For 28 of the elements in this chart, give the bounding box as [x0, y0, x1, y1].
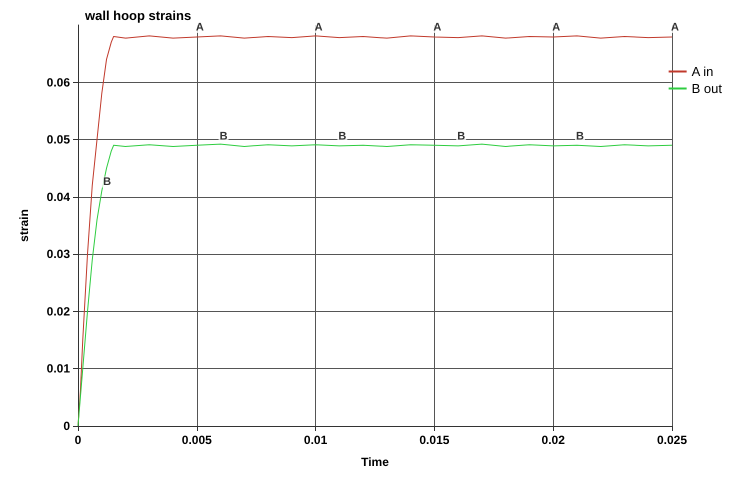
annotation: B	[338, 130, 346, 142]
annotation: A	[196, 21, 204, 34]
y-tick-label: 0.02	[46, 304, 70, 318]
legend-label: A in	[692, 64, 714, 79]
annotation: B	[103, 176, 112, 188]
x-tick-label: 0.025	[656, 433, 688, 447]
y-tick-label: 0.01	[46, 362, 70, 376]
x-axis-title: Time	[361, 455, 390, 469]
x-tick-label: 0.01	[304, 433, 328, 447]
annotation: B	[220, 130, 228, 142]
chart-title: wall hoop strains	[84, 8, 192, 23]
x-tick-label: 0.005	[182, 433, 212, 447]
x-tick-label: 0	[74, 433, 82, 447]
y-tick-label: 0.06	[46, 75, 70, 90]
y-tick-label: 0.04	[46, 190, 70, 204]
x-tick-label: 0.02	[542, 433, 566, 447]
annotation: B	[457, 130, 466, 142]
y-axis-title: strain	[17, 209, 31, 242]
y-tick-label: 0.05	[46, 132, 70, 147]
annotation: A	[552, 21, 560, 34]
y-tick-label: 0	[63, 419, 70, 433]
x-tick-label: 0.015	[419, 433, 450, 447]
annotation: A	[433, 21, 442, 34]
annotation: A	[671, 21, 680, 34]
annotation: B	[576, 130, 584, 142]
y-tick-label: 0.03	[46, 247, 70, 262]
annotation: A	[314, 21, 323, 34]
legend-label: B out	[692, 81, 722, 96]
